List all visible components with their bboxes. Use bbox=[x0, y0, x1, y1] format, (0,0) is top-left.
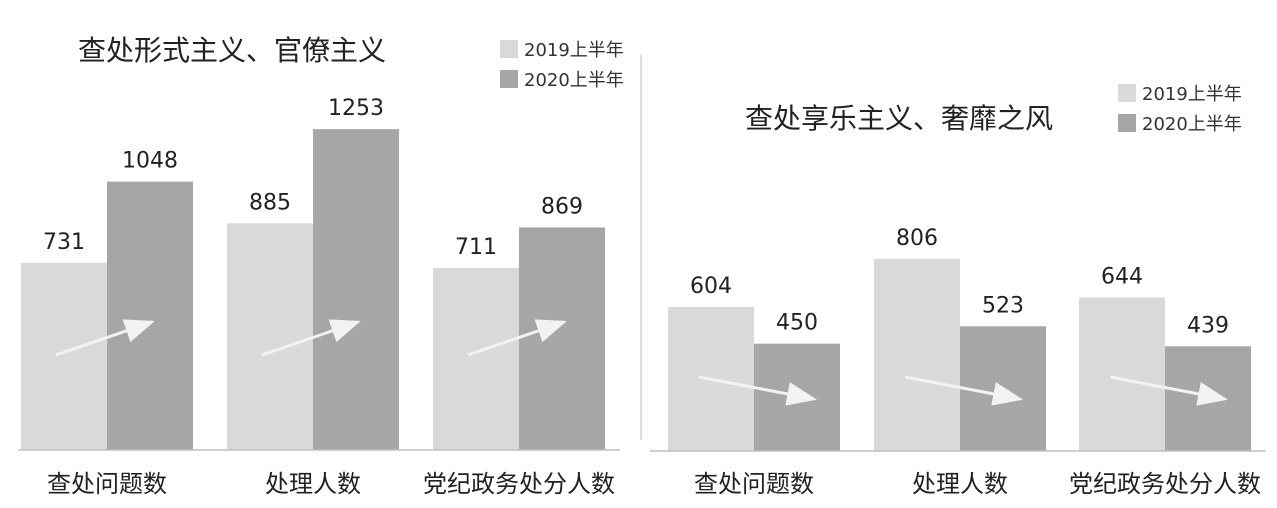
right-category-label-2: 党纪政务处分人数 bbox=[1069, 470, 1261, 498]
left-category-label-1: 处理人数 bbox=[265, 470, 361, 498]
right-chart-title: 查处享乐主义、奢靡之风 bbox=[745, 102, 1053, 135]
left-legend-label-2019: 2019上半年 bbox=[524, 40, 624, 61]
right-trend-arrow-0 bbox=[698, 375, 817, 406]
left-trend-arrow-1 bbox=[261, 319, 361, 357]
right-data-label-2019-2: 644 bbox=[1101, 264, 1143, 289]
left-bar-2020-1 bbox=[313, 129, 399, 451]
right-bar-2019-2 bbox=[1079, 297, 1165, 451]
left-bar-2019-0 bbox=[21, 262, 107, 450]
right-data-label-2020-0: 450 bbox=[776, 311, 818, 336]
right-legend-swatch-2020 bbox=[1118, 114, 1136, 132]
left-plot-area: 731 1048 查处问题数 885 1253 处理人数 711 869 党纪政务处分人数 bbox=[18, 96, 620, 498]
left-data-label-2020-2: 869 bbox=[541, 194, 583, 219]
right-plot-area: 604 450 查处问题数 806 523 处理人数 644 439 党纪政务处分人数 bbox=[650, 226, 1266, 498]
left-data-label-2020-1: 1253 bbox=[328, 96, 384, 121]
right-category-label-0: 查处问题数 bbox=[694, 470, 814, 498]
left-legend-swatch-2020 bbox=[500, 70, 518, 88]
left-bar-2019-1 bbox=[227, 223, 313, 450]
right-trend-arrow-1 bbox=[904, 375, 1023, 406]
right-bar-2020-0 bbox=[754, 343, 840, 451]
left-data-label-2019-2: 711 bbox=[455, 235, 497, 260]
right-data-label-2020-2: 439 bbox=[1187, 313, 1229, 338]
right-legend-label-2020: 2020上半年 bbox=[1142, 114, 1242, 135]
right-category-label-1: 处理人数 bbox=[912, 470, 1008, 498]
right-data-label-2019-1: 806 bbox=[896, 226, 938, 251]
left-bar-2019-2 bbox=[433, 267, 519, 450]
right-data-label-2020-1: 523 bbox=[982, 293, 1024, 318]
right-legend-swatch-2019 bbox=[1118, 84, 1136, 102]
left-data-label-2019-0: 731 bbox=[43, 230, 85, 255]
left-data-label-2020-0: 1048 bbox=[122, 149, 178, 174]
left-bar-2020-2 bbox=[519, 227, 605, 450]
right-data-label-2019-0: 604 bbox=[690, 274, 732, 299]
left-category-label-2: 党纪政务处分人数 bbox=[423, 470, 615, 498]
left-trend-arrow-2 bbox=[467, 319, 567, 357]
right-bar-2019-1 bbox=[874, 258, 960, 451]
left-legend-label-2020: 2020上半年 bbox=[524, 70, 624, 91]
left-chart-title: 查处形式主义、官僚主义 bbox=[78, 34, 386, 67]
left-category-label-0: 查处问题数 bbox=[47, 470, 167, 498]
right-bar-2020-2 bbox=[1165, 346, 1251, 451]
left-bar-2020-0 bbox=[107, 181, 193, 451]
right-trend-arrow-2 bbox=[1109, 375, 1228, 406]
left-trend-arrow-0 bbox=[55, 319, 155, 357]
right-legend-label-2019: 2019上半年 bbox=[1142, 84, 1242, 105]
left-data-label-2019-1: 885 bbox=[249, 190, 291, 215]
left-legend-swatch-2019 bbox=[500, 40, 518, 58]
